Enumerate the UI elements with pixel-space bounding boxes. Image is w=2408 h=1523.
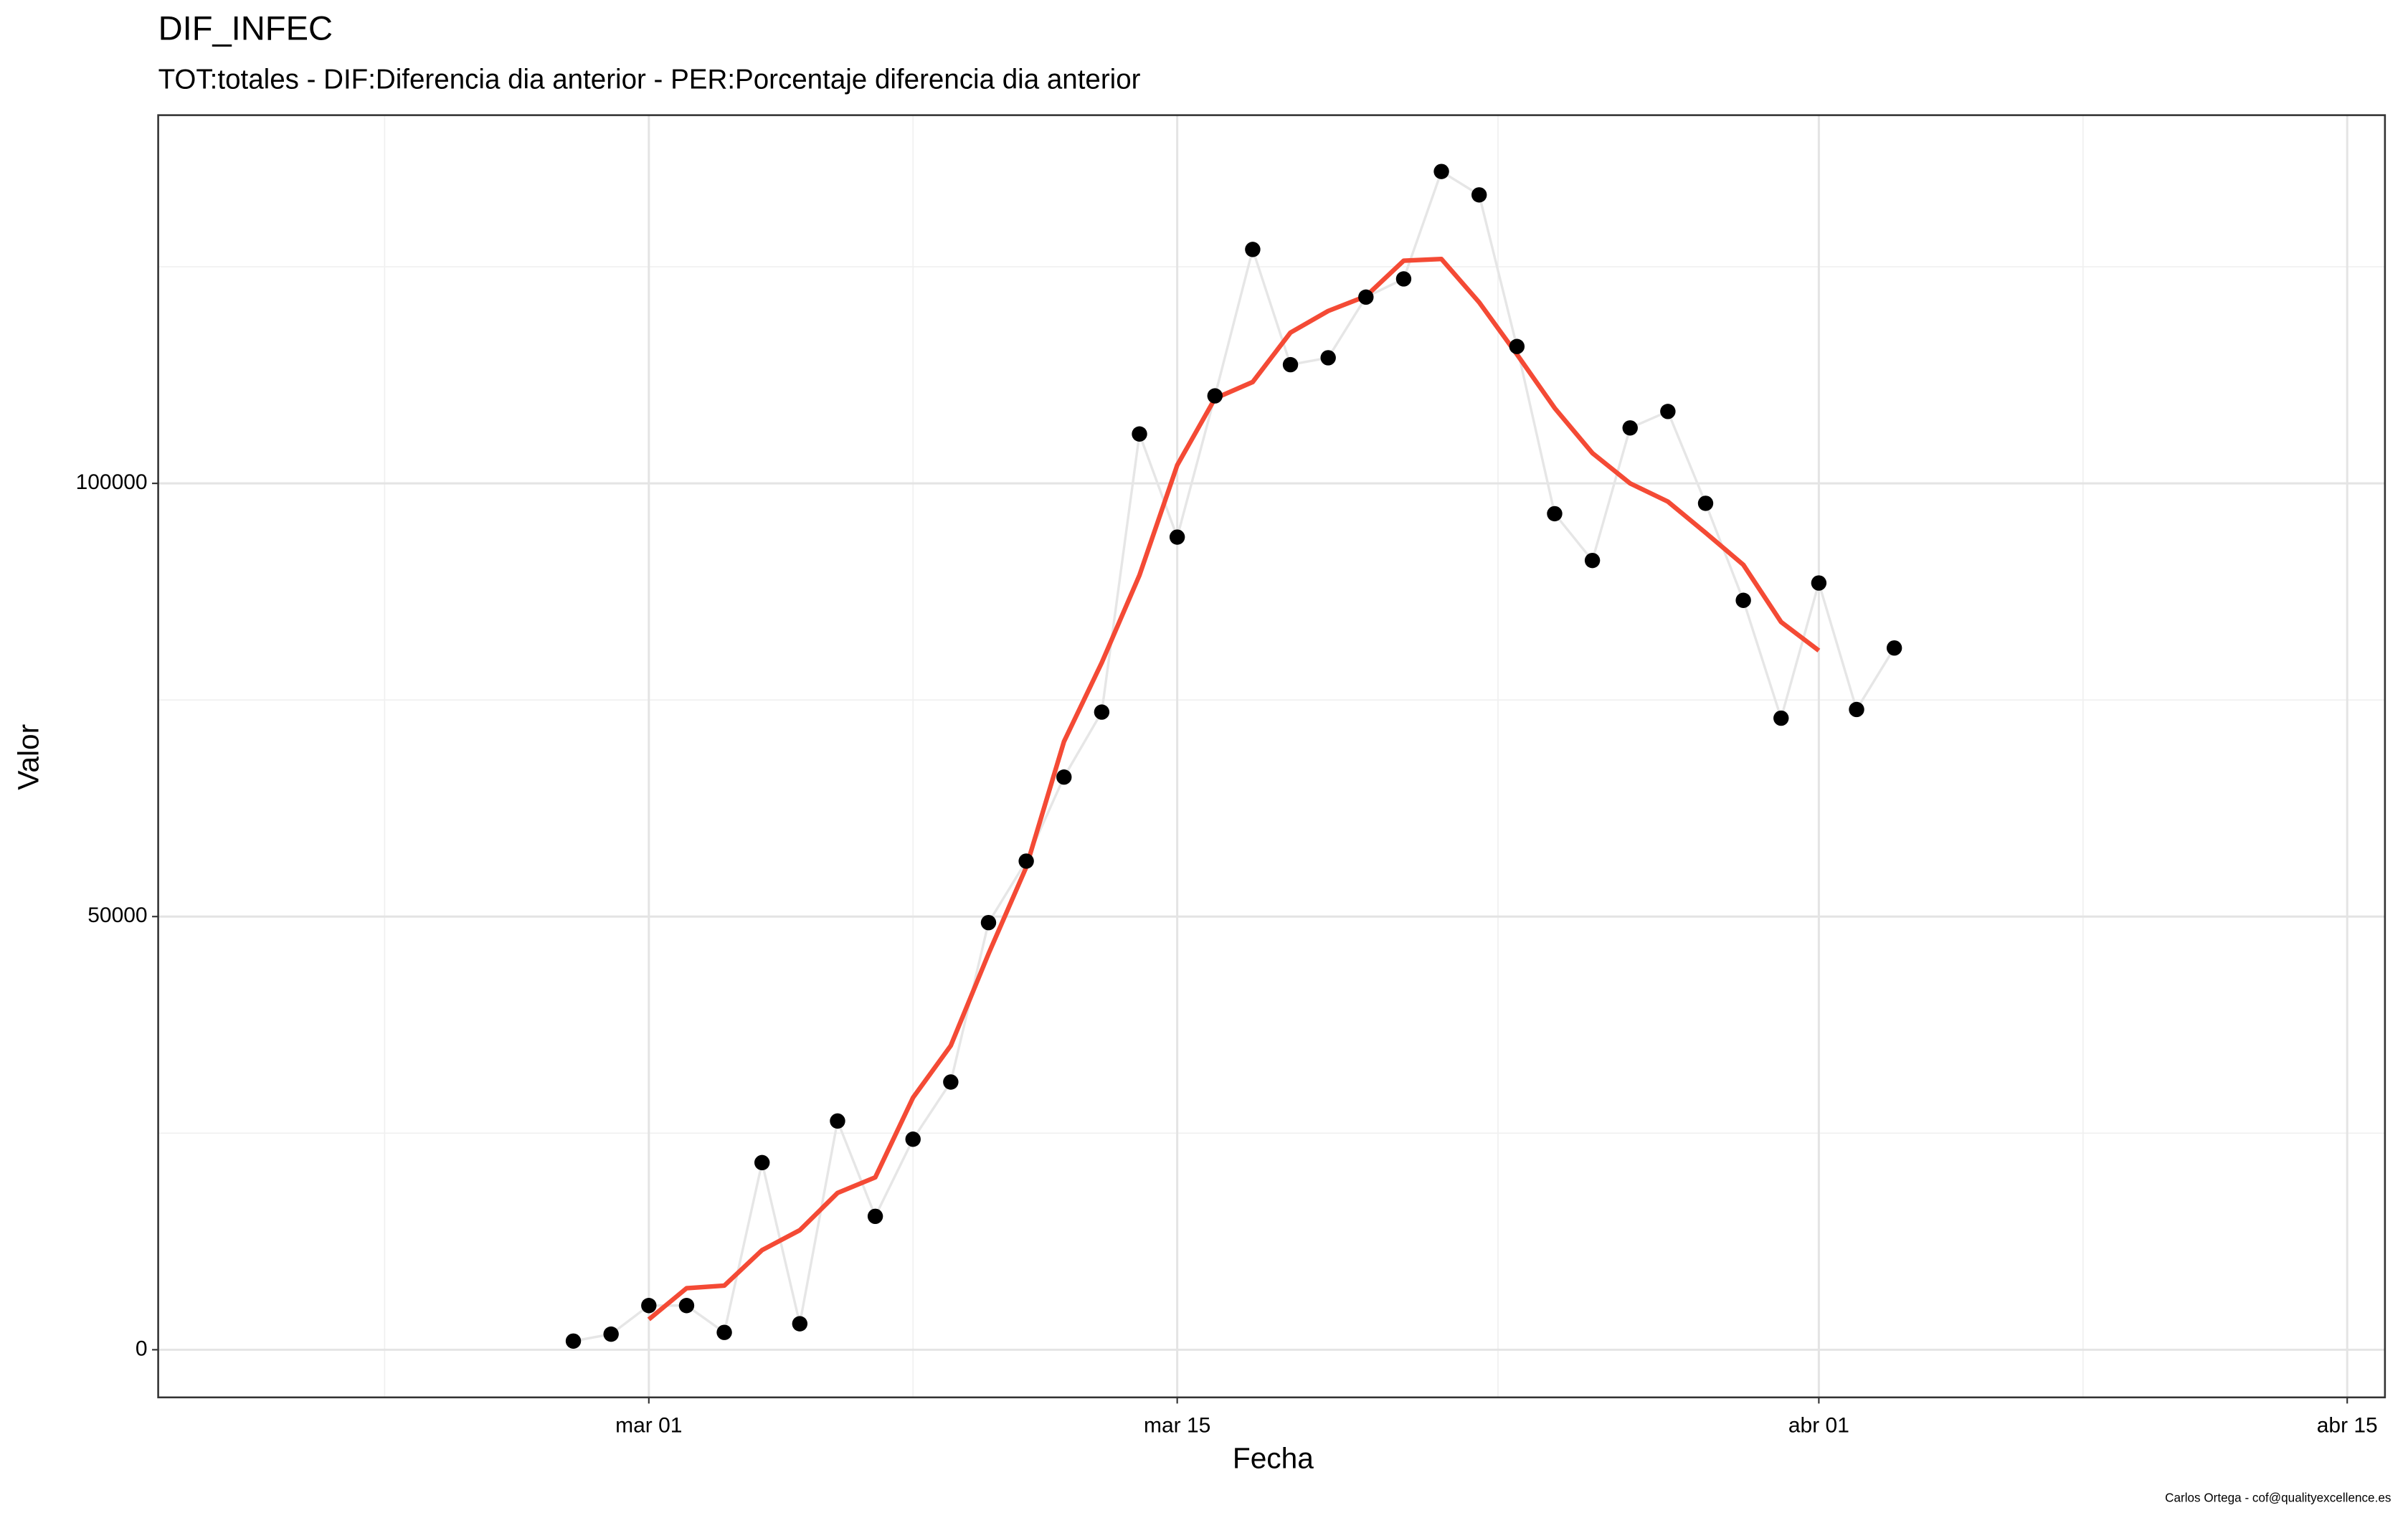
- point: [1547, 506, 1563, 522]
- x-tick-label: abr 15: [2317, 1413, 2378, 1437]
- x-tick-label: abr 01: [1788, 1413, 1849, 1437]
- y-tick-label: 50000: [87, 903, 147, 927]
- smooth-line: [647, 256, 1821, 1322]
- point: [943, 1074, 959, 1090]
- point: [754, 1154, 770, 1171]
- point: [1018, 853, 1034, 869]
- point: [1660, 404, 1676, 419]
- y-axis-label: Valor: [12, 724, 45, 790]
- point: [1584, 552, 1601, 569]
- point: [830, 1113, 845, 1129]
- point: [1132, 426, 1147, 442]
- point: [980, 914, 997, 931]
- connector-line: [573, 169, 1896, 1342]
- point: [1169, 529, 1185, 545]
- point: [1509, 338, 1525, 354]
- point: [678, 1298, 695, 1314]
- y-tick-label: 100000: [76, 470, 148, 494]
- x-tick-label: mar 01: [615, 1413, 682, 1437]
- point: [792, 1316, 808, 1332]
- caption: Carlos Ortega - cof@qualityexcellence.es: [2165, 1491, 2391, 1505]
- y-tick-label: 0: [136, 1337, 148, 1360]
- point: [1697, 495, 1714, 511]
- point: [1849, 701, 1864, 718]
- point: [1207, 388, 1223, 404]
- point: [1245, 242, 1261, 257]
- point: [1773, 710, 1789, 726]
- chart-subtitle: TOT:totales - DIF:Diferencia dia anterio…: [158, 65, 1141, 95]
- point: [867, 1208, 883, 1225]
- point: [1395, 271, 1412, 287]
- point: [1811, 575, 1827, 591]
- point: [1358, 289, 1374, 305]
- point: [1282, 356, 1299, 373]
- panel-border: [157, 114, 2386, 1399]
- point: [1433, 163, 1449, 179]
- point: [1471, 187, 1487, 203]
- point: [1094, 704, 1110, 720]
- point: [1886, 640, 1902, 656]
- x-axis-label: Fecha: [1233, 1441, 1314, 1474]
- point: [565, 1333, 582, 1349]
- point: [905, 1131, 921, 1147]
- point: [1735, 592, 1751, 608]
- point: [716, 1324, 732, 1340]
- chart-title: DIF_INFEC: [158, 9, 333, 47]
- point: [1056, 769, 1072, 785]
- point: [1622, 420, 1638, 436]
- point: [603, 1326, 619, 1342]
- point: [1320, 350, 1336, 366]
- x-tick-label: mar 15: [1144, 1413, 1210, 1437]
- point: [641, 1298, 657, 1314]
